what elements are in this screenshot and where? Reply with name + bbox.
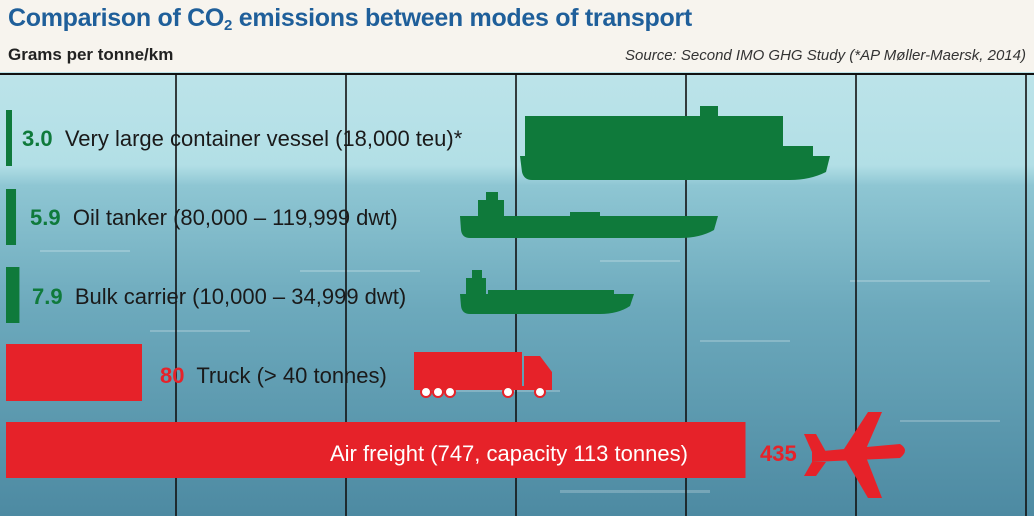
category-label-oil-tanker: 5.9 Oil tanker (80,000 – 119,999 dwt) <box>30 205 398 231</box>
value-label-truck: 80 <box>160 363 185 388</box>
category-label-bulk-carrier: 7.9 Bulk carrier (10,000 – 34,999 dwt) <box>32 284 406 310</box>
chart-title: Comparison of CO2 emissions between mode… <box>8 4 692 34</box>
category-label-air-freight: Air freight (747, capacity 113 tonnes) <box>330 441 688 466</box>
value-label-bulk-carrier: 7.9 <box>32 284 63 309</box>
header: Comparison of CO2 emissions between mode… <box>0 0 1034 72</box>
title-rest: emissions between modes of transport <box>232 4 693 32</box>
oil-tanker-icon <box>460 192 718 238</box>
bar-bulk-carrier <box>6 267 20 323</box>
category-text-bulk-carrier: Bulk carrier (10,000 – 34,999 dwt) <box>74 284 407 309</box>
bar-truck <box>6 344 142 401</box>
grid-layer <box>0 73 1034 516</box>
truck-icon <box>414 352 552 398</box>
plot-area: 3.0 Very large container vessel (18,000 … <box>0 72 1034 516</box>
value-label-oil-tanker: 5.9 <box>30 205 61 230</box>
bulk-carrier-icon <box>460 270 634 314</box>
top-axis-line <box>0 73 1034 75</box>
title-subscript: 2 <box>224 17 233 34</box>
bar-container-vessel <box>6 110 12 166</box>
category-label-container-vessel: 3.0 Very large container vessel (18,000 … <box>22 126 462 152</box>
value-label-air-freight: 435 <box>760 441 797 466</box>
bar-oil-tanker <box>6 189 17 245</box>
bar-air-freight <box>6 422 746 478</box>
value-label-container-vessel: 3.0 <box>22 126 53 151</box>
category-label-truck: 80 Truck (> 40 tonnes) <box>160 363 387 389</box>
units-label: Grams per tonne/km <box>8 45 174 64</box>
category-text-oil-tanker: Oil tanker (80,000 – 119,999 dwt) <box>72 205 398 230</box>
icons-layer <box>414 106 905 498</box>
category-text-truck: Truck (> 40 tonnes) <box>196 363 387 388</box>
container-ship-icon <box>520 106 830 180</box>
airplane-icon <box>804 412 905 498</box>
category-text-container-vessel: Very large container vessel (18,000 teu)… <box>64 126 463 151</box>
source-note: Source: Second IMO GHG Study (*AP Møller… <box>625 47 1026 64</box>
bars <box>6 110 746 478</box>
title-main: Comparison of CO <box>8 4 225 32</box>
